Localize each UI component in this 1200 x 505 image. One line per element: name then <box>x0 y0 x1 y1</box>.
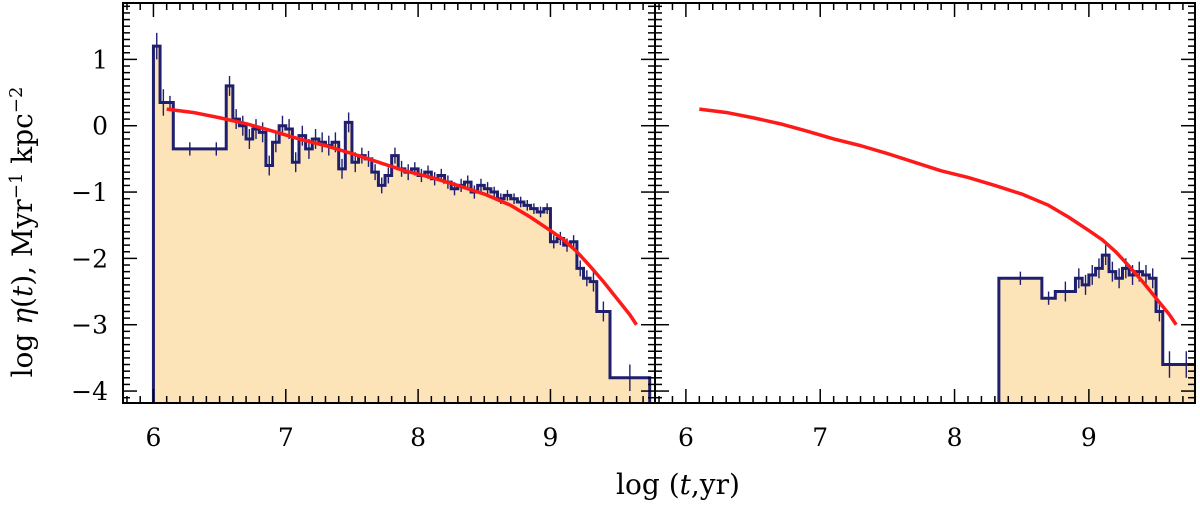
frame-right <box>654 2 1196 404</box>
x-axis-title: log (t,yr) <box>616 468 740 501</box>
x-tick-label-right: 8 <box>947 423 963 452</box>
plot-area-right <box>699 107 1195 403</box>
x-tick-label-left: 7 <box>278 423 294 452</box>
x-tick-label-right: 6 <box>678 423 694 452</box>
y-tick-label: 0 <box>92 112 108 141</box>
y-tick-label: −2 <box>71 244 108 273</box>
histogram-step-right <box>997 253 1195 403</box>
y-axis-title: log η(t), Myr−1 kpc−2 <box>6 87 40 378</box>
y-tick-label: −4 <box>71 377 108 406</box>
x-tick-label-right: 9 <box>1081 423 1097 452</box>
panel-right: 6 7 8 9 <box>654 2 1196 452</box>
plot-area-left <box>151 32 652 403</box>
panel-left: 6 7 8 910−1−2−3−4 <box>71 2 656 452</box>
x-tick-label-left: 6 <box>145 423 161 452</box>
y-tick-label: −1 <box>71 178 108 207</box>
x-tick-label-left: 8 <box>410 423 426 452</box>
histogram-fill-left <box>153 46 650 403</box>
x-tick-label-left: 9 <box>542 423 558 452</box>
y-tick-label: 1 <box>92 45 108 74</box>
y-tick-label: −3 <box>71 311 108 340</box>
histogram-fill-right <box>998 255 1195 403</box>
model-line-left <box>166 107 638 326</box>
x-tick-label-right: 7 <box>812 423 828 452</box>
model-line-right <box>699 107 1178 326</box>
